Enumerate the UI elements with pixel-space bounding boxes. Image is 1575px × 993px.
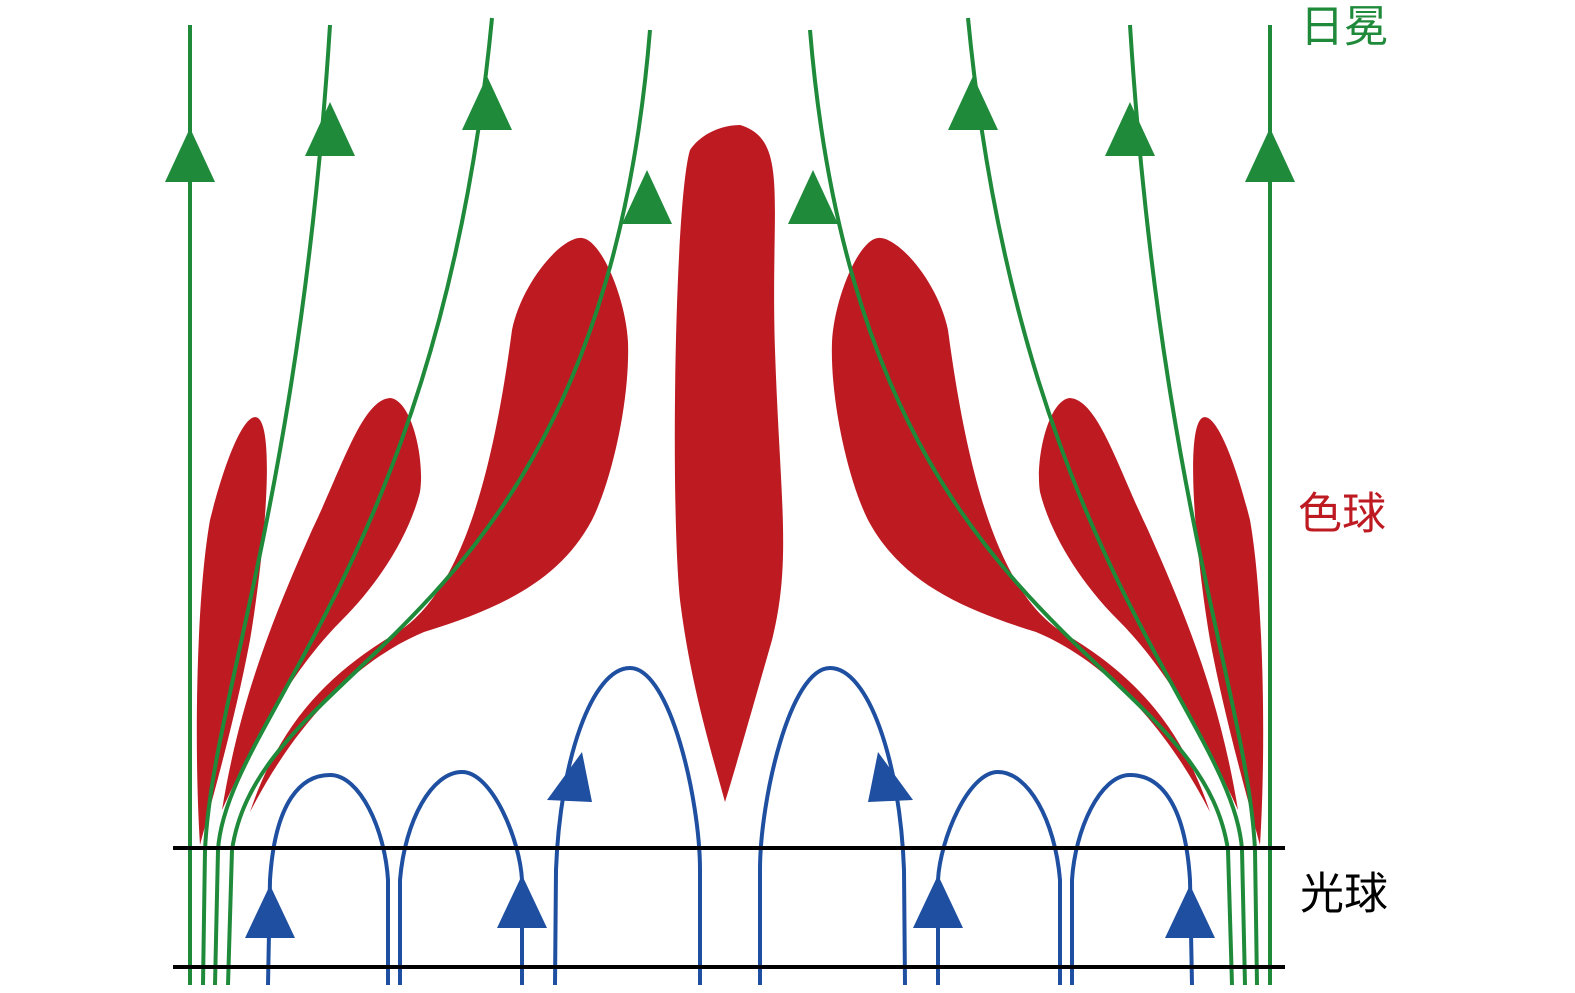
arrow — [622, 170, 672, 224]
arrow — [547, 752, 592, 802]
field-line — [213, 17, 494, 986]
loop — [553, 665, 702, 986]
loop — [398, 769, 524, 985]
left-half — [165, 17, 702, 986]
field-line — [226, 29, 652, 986]
arrow — [305, 102, 355, 156]
arrow — [245, 885, 295, 938]
arrow — [462, 76, 512, 130]
arrow — [497, 875, 547, 928]
arrow — [165, 128, 215, 182]
photosphere-label: 光球 — [1300, 869, 1388, 920]
right-half — [758, 16, 1297, 987]
central-spicule — [674, 125, 784, 802]
spicule — [250, 237, 629, 812]
field-line — [201, 24, 332, 986]
corona-label: 日冕 — [1300, 2, 1388, 53]
spicule — [222, 398, 422, 810]
chromosphere-label: 色球 — [1298, 489, 1386, 540]
spicule — [196, 417, 267, 845]
loop — [266, 772, 390, 986]
